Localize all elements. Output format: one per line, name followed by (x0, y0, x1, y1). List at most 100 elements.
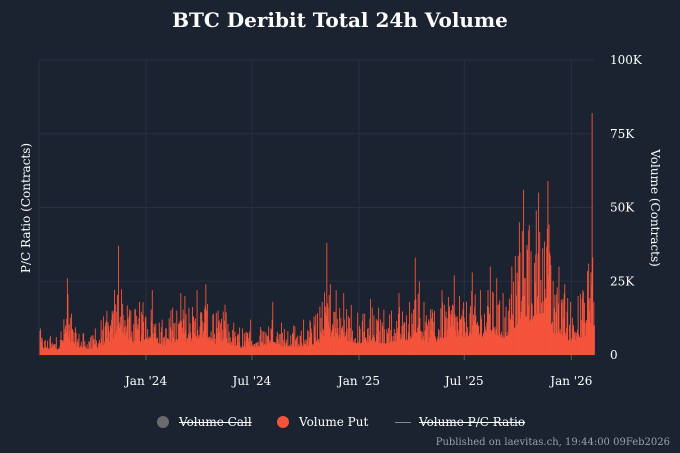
put-volume-bar[interactable] (365, 340, 367, 355)
put-volume-bar[interactable] (538, 313, 540, 355)
put-volume-bar[interactable] (321, 333, 323, 355)
put-volume-bar[interactable] (93, 338, 95, 355)
put-volume-bar[interactable] (554, 294, 556, 355)
put-volume-bar[interactable] (176, 339, 178, 355)
put-volume-bar[interactable] (380, 343, 382, 355)
put-volume-bar[interactable] (552, 281, 554, 355)
put-volume-bar[interactable] (225, 328, 227, 355)
put-volume-bar[interactable] (235, 336, 236, 355)
put-volume-bar[interactable] (83, 332, 85, 356)
put-volume-bar[interactable] (372, 335, 374, 355)
put-volume-bar[interactable] (561, 302, 563, 355)
put-volume-bar[interactable] (229, 343, 231, 355)
put-volume-bar[interactable] (361, 321, 363, 355)
put-volume-bar[interactable] (341, 330, 343, 355)
put-volume-bar[interactable] (220, 339, 222, 355)
put-volume-bar[interactable] (591, 113, 593, 355)
put-volume-bar[interactable] (138, 318, 140, 355)
put-volume-bar[interactable] (489, 266, 491, 356)
put-volume-bar[interactable] (399, 333, 401, 355)
put-volume-bar[interactable] (584, 302, 586, 355)
put-volume-bar[interactable] (467, 327, 469, 355)
put-volume-bar[interactable] (564, 332, 566, 355)
put-volume-bar[interactable] (383, 309, 385, 355)
put-volume-bar[interactable] (100, 342, 101, 355)
put-volume-bar[interactable] (504, 317, 506, 355)
put-volume-bar[interactable] (208, 339, 210, 355)
put-volume-bar[interactable] (178, 324, 179, 355)
put-volume-bar[interactable] (437, 336, 439, 355)
put-volume-bar[interactable] (560, 299, 562, 355)
put-volume-bar[interactable] (367, 328, 369, 355)
put-volume-bar[interactable] (363, 340, 364, 355)
put-volume-bar[interactable] (91, 347, 93, 355)
put-volume-bar[interactable] (547, 180, 549, 355)
put-volume-bar[interactable] (90, 348, 92, 355)
put-volume-bar[interactable] (535, 210, 537, 355)
put-volume-bar[interactable] (482, 333, 484, 355)
put-volume-bar[interactable] (572, 328, 574, 355)
put-volume-bar[interactable] (93, 340, 94, 355)
put-volume-bar[interactable] (68, 324, 70, 355)
put-volume-bar[interactable] (472, 314, 474, 355)
put-volume-bar[interactable] (186, 337, 188, 355)
put-volume-bar[interactable] (178, 322, 180, 355)
put-volume-bar[interactable] (487, 290, 489, 355)
put-volume-bar[interactable] (529, 321, 531, 355)
put-volume-bar[interactable] (153, 324, 155, 355)
put-volume-bar[interactable] (272, 301, 274, 355)
put-volume-bar[interactable] (325, 315, 327, 355)
put-volume-bar[interactable] (87, 348, 89, 355)
put-volume-bar[interactable] (257, 346, 259, 355)
put-volume-bar[interactable] (504, 332, 506, 355)
put-volume-bar[interactable] (429, 309, 431, 355)
put-volume-bar[interactable] (499, 334, 501, 355)
put-volume-bar[interactable] (137, 324, 139, 355)
put-volume-bar[interactable] (67, 294, 69, 355)
put-volume-bar[interactable] (179, 323, 181, 355)
put-volume-bar[interactable] (132, 341, 133, 355)
put-volume-bar[interactable] (467, 336, 469, 355)
put-volume-bar[interactable] (457, 330, 459, 355)
put-volume-bar[interactable] (375, 319, 377, 355)
put-volume-bar[interactable] (175, 339, 177, 355)
put-volume-bar[interactable] (278, 334, 280, 355)
put-volume-bar[interactable] (66, 318, 68, 355)
put-volume-bar[interactable] (173, 342, 175, 355)
put-volume-bar[interactable] (302, 345, 304, 355)
put-volume-bar[interactable] (153, 339, 154, 355)
put-volume-bar[interactable] (233, 346, 235, 355)
put-volume-bar[interactable] (280, 345, 282, 355)
put-volume-bar[interactable] (112, 339, 114, 355)
put-volume-bar[interactable] (316, 340, 318, 355)
put-volume-bar[interactable] (119, 316, 121, 355)
put-volume-bar[interactable] (154, 333, 156, 355)
put-volume-bar[interactable] (374, 341, 376, 355)
put-volume-bar[interactable] (411, 323, 413, 355)
put-volume-bar[interactable] (490, 329, 492, 355)
put-volume-bar[interactable] (331, 329, 333, 355)
put-volume-bar[interactable] (63, 319, 65, 355)
put-volume-bar[interactable] (283, 339, 285, 355)
put-volume-bar[interactable] (550, 265, 552, 355)
put-volume-bar[interactable] (419, 318, 421, 355)
put-volume-bar[interactable] (556, 294, 558, 355)
put-volume-bar[interactable] (446, 336, 448, 355)
put-volume-bar[interactable] (524, 278, 526, 355)
put-volume-bar[interactable] (210, 340, 211, 355)
put-volume-bar[interactable] (189, 335, 190, 355)
put-volume-bar[interactable] (225, 312, 227, 355)
put-volume-bar[interactable] (331, 332, 332, 355)
put-volume-bar[interactable] (445, 317, 446, 355)
put-volume-bar[interactable] (76, 346, 78, 355)
put-volume-bar[interactable] (525, 316, 527, 355)
put-volume-bar[interactable] (242, 328, 243, 355)
put-volume-bar[interactable] (114, 290, 115, 355)
put-volume-bar[interactable] (309, 320, 311, 355)
put-volume-bar[interactable] (49, 338, 51, 355)
put-volume-bar[interactable] (256, 342, 258, 355)
put-volume-bar[interactable] (311, 332, 313, 355)
put-volume-bar[interactable] (54, 344, 56, 355)
put-volume-bar[interactable] (345, 332, 347, 355)
put-volume-bar[interactable] (555, 312, 557, 355)
